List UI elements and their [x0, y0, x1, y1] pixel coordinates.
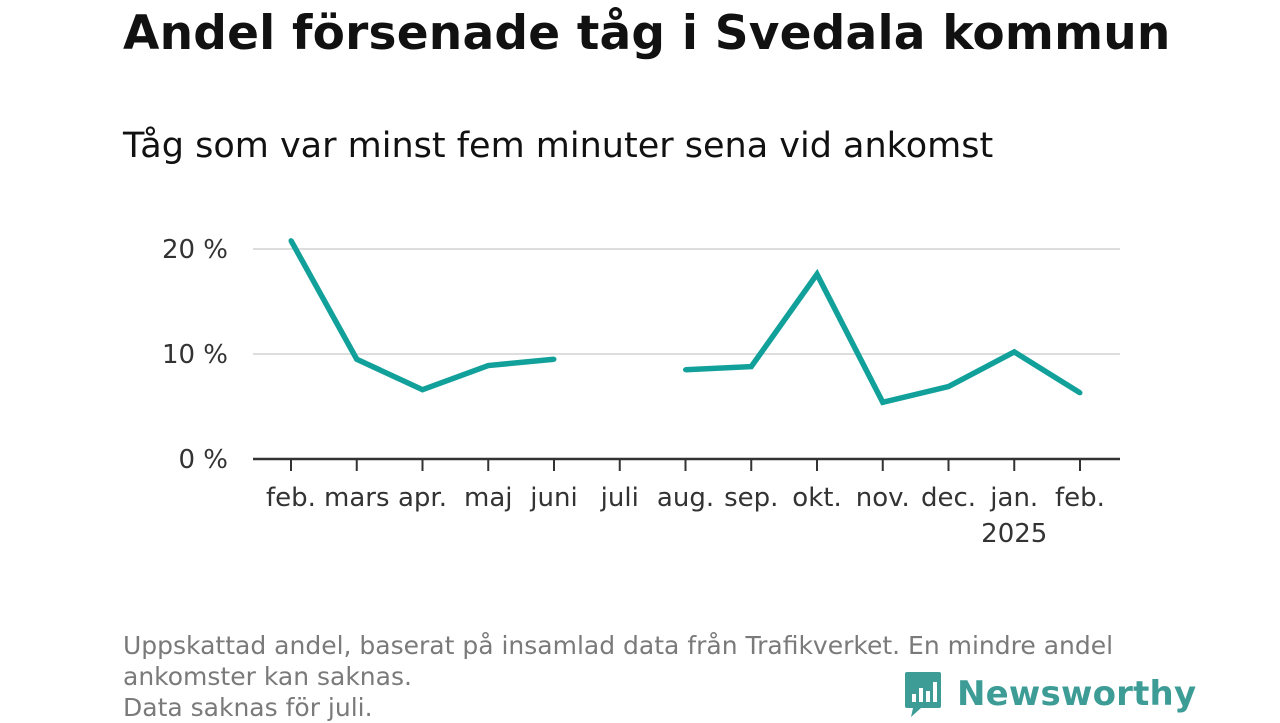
- data-point: [1011, 349, 1017, 355]
- data-point: [551, 356, 557, 362]
- x-tick-label: nov.: [856, 483, 910, 513]
- x-tick-label: sep.: [724, 483, 778, 513]
- chart-title: Andel försenade tåg i Svedala kommun: [123, 6, 1171, 61]
- x-tick-label: aug.: [657, 483, 714, 513]
- y-tick-label: 10 %: [162, 340, 228, 370]
- y-tick-label: 0 %: [178, 445, 228, 475]
- x-tick-sublabel: 2025: [981, 519, 1047, 549]
- footnote-line-3: Data saknas för juli.: [123, 693, 373, 722]
- x-tick-label: dec.: [921, 483, 976, 513]
- y-tick-label: 20 %: [162, 235, 228, 265]
- data-point: [354, 356, 360, 362]
- x-tick-label: juli: [600, 483, 639, 513]
- x-tick-label: maj: [464, 483, 512, 513]
- brand-name: Newsworthy: [957, 674, 1197, 714]
- bar-chart-speech-bubble-icon: [905, 672, 941, 717]
- data-point: [814, 271, 820, 277]
- x-tick-label: okt.: [792, 483, 841, 513]
- line-chart: 0 % 10 % 20 % feb. mars apr. maj juni juli aug. se…: [162, 235, 1120, 549]
- x-tick-label: apr.: [398, 483, 447, 513]
- x-tick-label: feb.: [266, 483, 316, 513]
- data-point: [683, 367, 688, 373]
- x-tick-label: jan.: [989, 483, 1038, 513]
- data-point: [748, 364, 754, 370]
- footnote: Uppskattad andel, baserat på insamlad da…: [123, 630, 1163, 723]
- data-point: [880, 399, 886, 405]
- newsworthy-logo: Newsworthy: [903, 670, 1196, 718]
- x-tick-label: feb.: [1055, 483, 1105, 513]
- data-point: [485, 363, 491, 369]
- data-point: [946, 384, 951, 390]
- x-tick-label: juni: [529, 483, 577, 513]
- x-tick-label: mars: [324, 483, 390, 513]
- footnote-line-2: ankomster kan saknas.: [123, 662, 412, 691]
- data-point: [1077, 390, 1083, 396]
- chart-subtitle: Tåg som var minst fem minuter sena vid a…: [123, 126, 994, 166]
- data-point: [288, 238, 294, 244]
- series-line-segment: [685, 268, 1082, 406]
- footnote-line-1: Uppskattad andel, baserat på insamlad da…: [123, 631, 1114, 660]
- data-point: [420, 387, 425, 393]
- series-line-segment: [288, 239, 555, 393]
